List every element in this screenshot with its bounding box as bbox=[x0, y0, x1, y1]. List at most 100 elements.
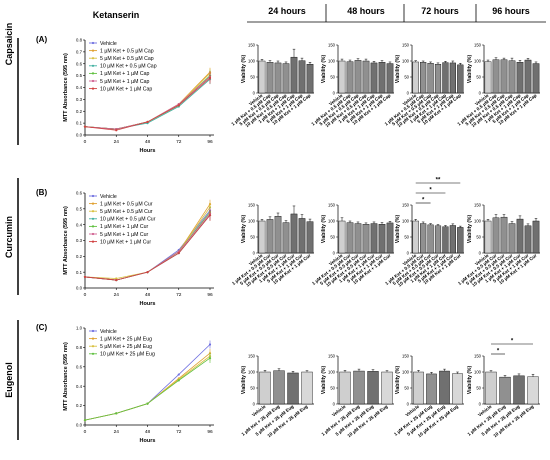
bar bbox=[378, 62, 386, 94]
bar bbox=[346, 222, 354, 254]
y-tick-label: 50 bbox=[330, 386, 335, 391]
bar bbox=[386, 63, 394, 94]
bar bbox=[362, 223, 370, 254]
y-tick-label: 0.0 bbox=[76, 423, 83, 428]
legend-marker bbox=[91, 49, 95, 52]
legend-label: 1 µM Ket + 0.5 µM Cur bbox=[100, 201, 153, 207]
y-axis-title: Viability (%) bbox=[241, 55, 247, 84]
significance-mark: * bbox=[511, 339, 514, 345]
header-96-hours: 96 hours bbox=[492, 6, 530, 16]
bar bbox=[442, 62, 449, 94]
legend-marker bbox=[91, 337, 95, 340]
y-tick-label: 0.7 bbox=[76, 49, 83, 54]
bar bbox=[298, 60, 306, 94]
bar bbox=[413, 371, 424, 405]
legend-label: Vehicle bbox=[100, 41, 117, 47]
legend-label: 10 µM Ket + 1 µM Cur bbox=[100, 239, 151, 245]
significance-mark: ** bbox=[436, 178, 441, 184]
y-axis-title: Viability (%) bbox=[395, 366, 401, 395]
legend-label: 1 µM Ket + 1 µM Cap bbox=[100, 71, 149, 77]
y-axis-title: Viability (%) bbox=[395, 55, 401, 84]
bar bbox=[266, 219, 274, 254]
bar bbox=[532, 63, 540, 94]
series-line bbox=[84, 357, 211, 421]
y-tick-label: 0.6 bbox=[76, 364, 83, 369]
legend-marker bbox=[91, 57, 95, 60]
bar bbox=[524, 225, 532, 254]
bar bbox=[273, 370, 285, 405]
data-point bbox=[83, 125, 87, 128]
legend-marker bbox=[91, 41, 95, 45]
legend-label: 10 µM Ket + 0.5 µM Cap bbox=[100, 64, 157, 70]
y-tick-label: 100 bbox=[248, 370, 256, 375]
x-axis-title: Hours bbox=[140, 148, 156, 154]
y-tick-label: 100 bbox=[474, 219, 482, 224]
x-tick-label: 48 bbox=[145, 429, 151, 435]
x-tick-label: 96 bbox=[207, 292, 213, 298]
bar bbox=[492, 59, 500, 94]
bar bbox=[301, 371, 313, 405]
bar bbox=[500, 216, 508, 254]
legend-marker bbox=[91, 72, 95, 75]
y-tick-label: 150 bbox=[328, 354, 336, 359]
y-tick-label: 0 bbox=[253, 402, 256, 407]
y-tick-label: 150 bbox=[402, 43, 410, 48]
bar bbox=[508, 223, 516, 254]
data-point bbox=[146, 120, 149, 124]
y-tick-label: 100 bbox=[328, 59, 336, 64]
y-tick-label: 100 bbox=[474, 370, 482, 375]
data-point bbox=[146, 402, 149, 405]
bar bbox=[484, 220, 492, 254]
data-point bbox=[177, 104, 180, 107]
legend-label: 10 µM Ket + 0.5 µM Cur bbox=[100, 217, 156, 223]
y-tick-label: 150 bbox=[474, 203, 482, 208]
bar bbox=[439, 370, 450, 405]
data-point bbox=[146, 271, 149, 274]
y-tick-label: 0 bbox=[407, 402, 410, 407]
y-tick-label: 50 bbox=[330, 235, 335, 240]
y-tick-label: 50 bbox=[250, 235, 255, 240]
y-axis-title: Viability (%) bbox=[321, 215, 327, 244]
y-tick-label: 0.4 bbox=[76, 85, 83, 90]
bar bbox=[420, 62, 427, 94]
x-axis-title: Hours bbox=[140, 438, 156, 444]
bar bbox=[378, 223, 386, 254]
y-tick-label: 150 bbox=[402, 354, 410, 359]
ketanserin-title: Ketanserin bbox=[93, 10, 140, 20]
y-axis-title: Viability (%) bbox=[241, 215, 247, 244]
data-point bbox=[177, 252, 180, 255]
row-label: Eugenol bbox=[4, 362, 14, 398]
y-axis-title: Viability (%) bbox=[467, 55, 473, 84]
y-tick-label: 0 bbox=[253, 251, 256, 256]
y-tick-label: 0.0 bbox=[76, 133, 83, 138]
bar bbox=[290, 56, 298, 94]
bar bbox=[367, 371, 379, 405]
y-axis-title: Viability (%) bbox=[321, 55, 327, 84]
panel-label: (A) bbox=[36, 35, 47, 44]
y-tick-label: 0 bbox=[333, 91, 336, 96]
legend-label: 1 µM Ket + 0.5 µM Cap bbox=[100, 48, 154, 54]
bar bbox=[354, 60, 362, 94]
bar bbox=[370, 223, 378, 254]
y-tick-label: 0.3 bbox=[76, 238, 83, 243]
bar bbox=[434, 225, 442, 254]
bar bbox=[258, 220, 266, 254]
legend-marker bbox=[91, 79, 95, 83]
bar bbox=[274, 215, 282, 254]
panel-label: (B) bbox=[36, 188, 47, 197]
bar bbox=[426, 373, 437, 405]
y-tick-label: 50 bbox=[250, 75, 255, 80]
y-tick-label: 50 bbox=[476, 235, 481, 240]
legend-marker bbox=[91, 345, 95, 348]
bar bbox=[287, 372, 299, 405]
legend-label: 5 µM Ket + 0.5 µM Cur bbox=[100, 209, 153, 215]
